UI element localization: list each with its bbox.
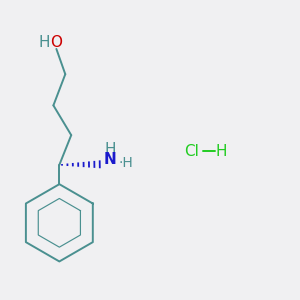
Text: H: H xyxy=(39,34,50,50)
Text: Cl: Cl xyxy=(184,144,199,159)
Text: ·H: ·H xyxy=(118,156,133,170)
Text: H: H xyxy=(104,142,116,157)
Text: O: O xyxy=(50,34,62,50)
Text: H: H xyxy=(216,144,227,159)
Text: N: N xyxy=(103,152,116,167)
